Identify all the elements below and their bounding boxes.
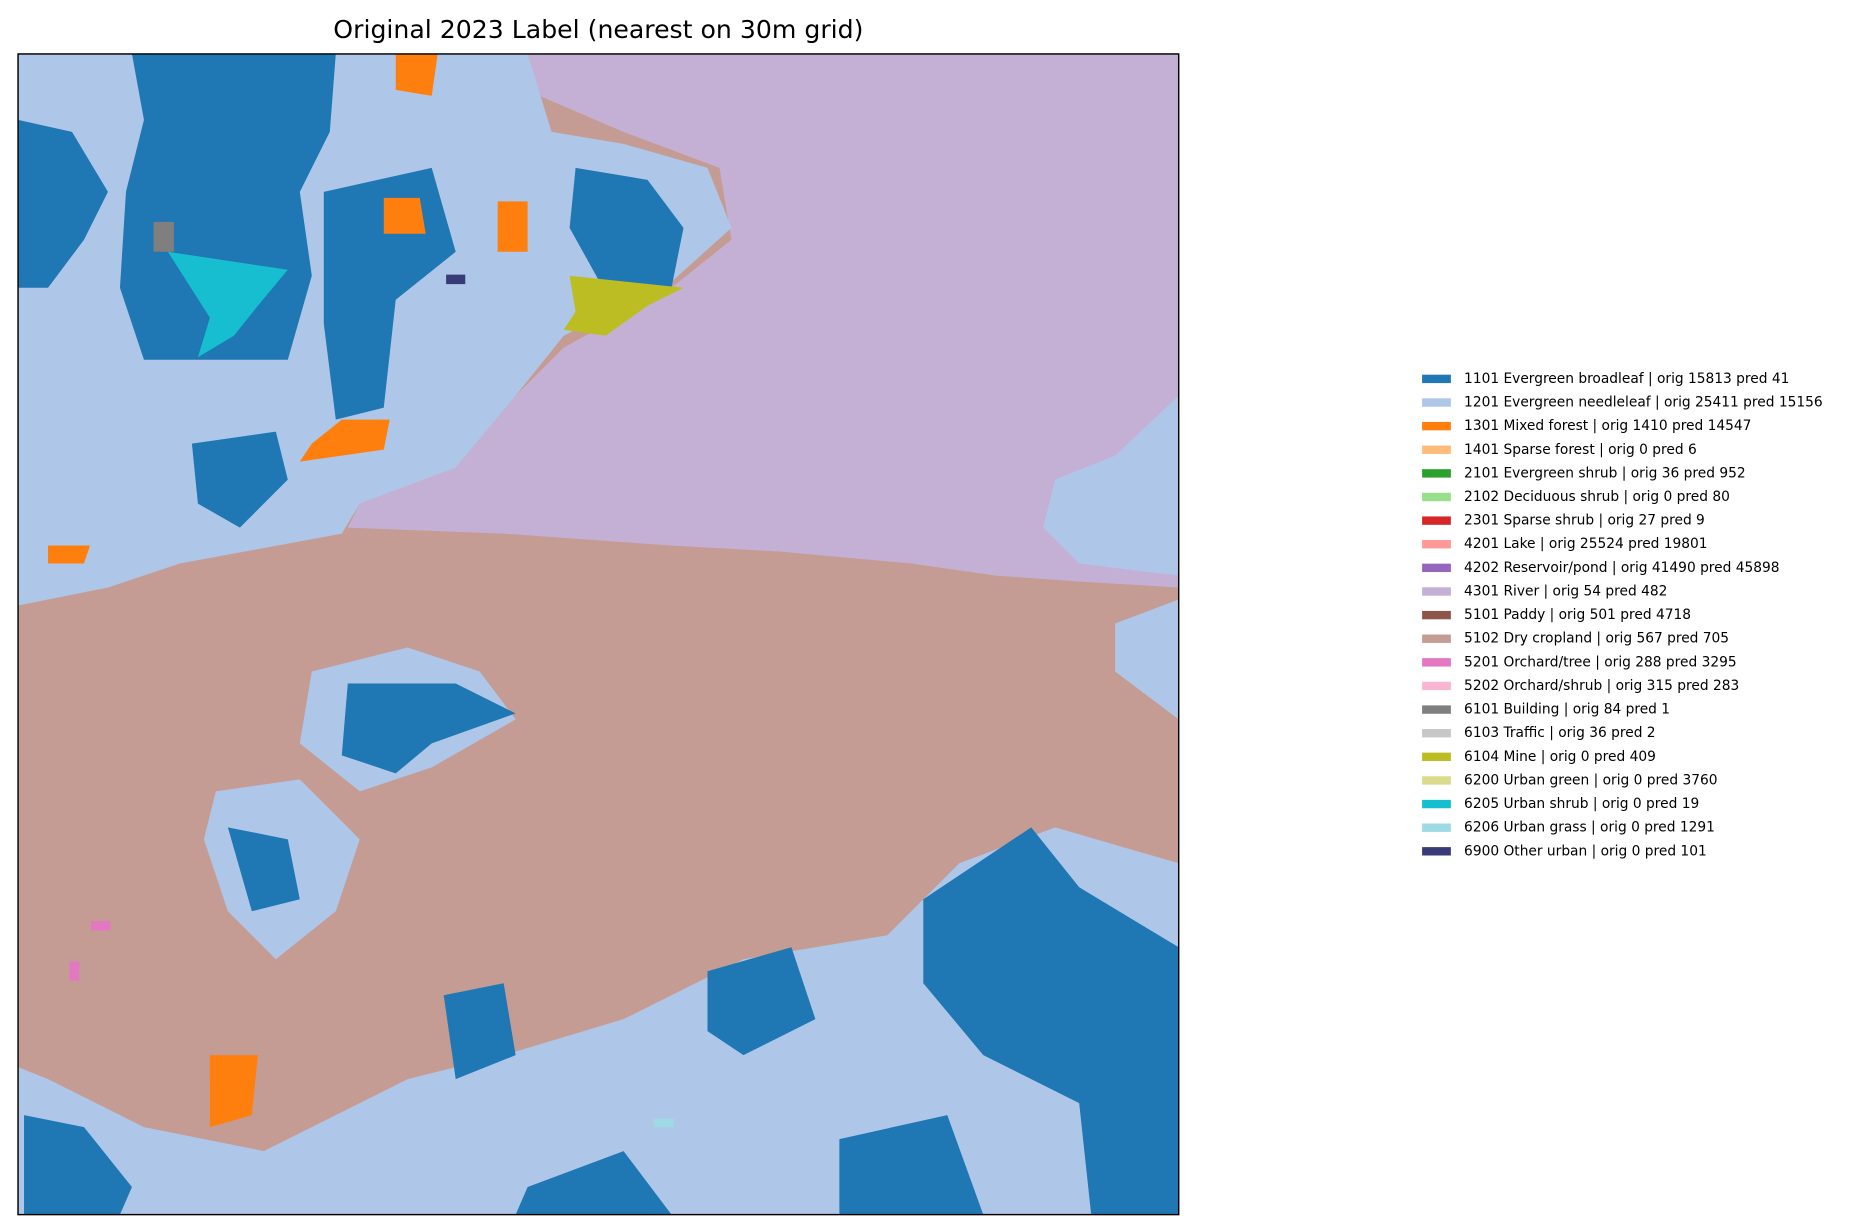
- broadleaf-area: [227, 827, 300, 912]
- mixed-forest-area: [497, 201, 528, 252]
- legend-swatch: [1422, 847, 1451, 856]
- legend-label: 6101 Building | orig 84 pred 1: [1464, 702, 1670, 718]
- broadleaf-area: [569, 167, 684, 288]
- broadleaf-area: [443, 983, 516, 1080]
- mixed-forest-area: [299, 419, 390, 462]
- broadleaf-area: [839, 1115, 984, 1215]
- legend-label: 6206 Urban grass | orig 0 pred 1291: [1464, 820, 1715, 836]
- legend-label: 6900 Other urban | orig 0 pred 101: [1464, 843, 1707, 859]
- river-area: [347, 53, 1179, 588]
- mixed-forest-area: [383, 197, 426, 234]
- orchard-area: [69, 961, 80, 981]
- legend-swatch: [1422, 421, 1451, 431]
- legend-label: 1101 Evergreen broadleaf | orig 15813 pr…: [1464, 371, 1789, 387]
- mixed-forest-area: [395, 53, 438, 96]
- legend-swatch: [1422, 540, 1451, 549]
- legend-swatch: [1422, 398, 1451, 407]
- legend-label: 1301 Mixed forest | orig 1410 pred 14547: [1464, 418, 1751, 434]
- legend-label: 5201 Orchard/tree | orig 288 pred 3295: [1464, 654, 1737, 670]
- legend-label: 6200 Urban green | orig 0 pred 3760: [1464, 772, 1717, 788]
- legend-swatch: [1422, 799, 1451, 809]
- map-title: Original 2023 Label (nearest on 30m grid…: [333, 15, 863, 44]
- legend-label: 2102 Deciduous shrub | orig 0 pred 80: [1464, 489, 1730, 505]
- orchard-area: [91, 920, 111, 931]
- land-cover-map: [18, 53, 1179, 1215]
- building-area: [153, 221, 174, 252]
- broadleaf-area: [191, 431, 288, 528]
- legend-swatch: [1422, 587, 1451, 596]
- legend-swatch: [1422, 823, 1451, 832]
- broadleaf-area: [18, 119, 108, 288]
- legend-swatch: [1422, 374, 1451, 384]
- legend-swatch: [1422, 776, 1451, 785]
- legend-label: 6205 Urban shrub | orig 0 pred 19: [1464, 796, 1699, 812]
- legend-label: 2301 Sparse shrub | orig 27 pred 9: [1464, 513, 1705, 529]
- broadleaf-area: [119, 53, 336, 360]
- urban-shrub-area: [167, 251, 288, 358]
- broadleaf-area: [923, 827, 1179, 1215]
- legend-label: 6103 Traffic | orig 36 pred 2: [1464, 725, 1656, 741]
- legend-label: 2101 Evergreen shrub | orig 36 pred 952: [1464, 465, 1746, 481]
- legend-swatch: [1422, 658, 1451, 667]
- legend-swatch: [1422, 752, 1451, 762]
- broadleaf-area: [515, 1151, 672, 1215]
- needleleaf-area: [1043, 395, 1179, 720]
- legend-label: 4201 Lake | orig 25524 pred 19801: [1464, 536, 1708, 552]
- mixed-forest-area: [209, 1055, 258, 1128]
- legend-swatch: [1422, 445, 1451, 454]
- mine-area: [563, 275, 684, 336]
- broadleaf-area: [341, 683, 516, 774]
- mixed-forest-area: [48, 545, 90, 564]
- map-frame: [17, 53, 1180, 1216]
- broadleaf-area: [707, 947, 816, 1056]
- other-urban-area: [446, 274, 466, 285]
- legend-label: 5202 Orchard/shrub | orig 315 pred 283: [1464, 678, 1739, 694]
- needleleaf-area: [18, 827, 1179, 1215]
- legend-label: 4202 Reservoir/pond | orig 41490 pred 45…: [1464, 560, 1779, 576]
- legend-swatch: [1422, 681, 1451, 691]
- legend: 1101 Evergreen broadleaf | orig 15813 pr…: [1422, 371, 1823, 859]
- legend-swatch: [1422, 492, 1451, 502]
- legend-label: 1201 Evergreen needleleaf | orig 25411 p…: [1464, 395, 1823, 411]
- broadleaf-area: [24, 1115, 132, 1215]
- legend-swatch: [1422, 729, 1451, 738]
- legend-swatch: [1422, 516, 1451, 525]
- urban-grass-area: [653, 1118, 674, 1128]
- legend-swatch: [1422, 469, 1451, 478]
- legend-swatch: [1422, 705, 1451, 714]
- legend-label: 5101 Paddy | orig 501 pred 4718: [1464, 607, 1691, 623]
- legend-label: 6104 Mine | orig 0 pred 409: [1464, 749, 1656, 765]
- legend-swatch: [1422, 563, 1451, 573]
- legend-swatch: [1422, 634, 1451, 643]
- legend-swatch: [1422, 610, 1451, 620]
- legend-label: 4301 River | orig 54 pred 482: [1464, 583, 1667, 599]
- legend-label: 1401 Sparse forest | orig 0 pred 6: [1464, 442, 1697, 458]
- legend-label: 5102 Dry cropland | orig 567 pred 705: [1464, 631, 1729, 647]
